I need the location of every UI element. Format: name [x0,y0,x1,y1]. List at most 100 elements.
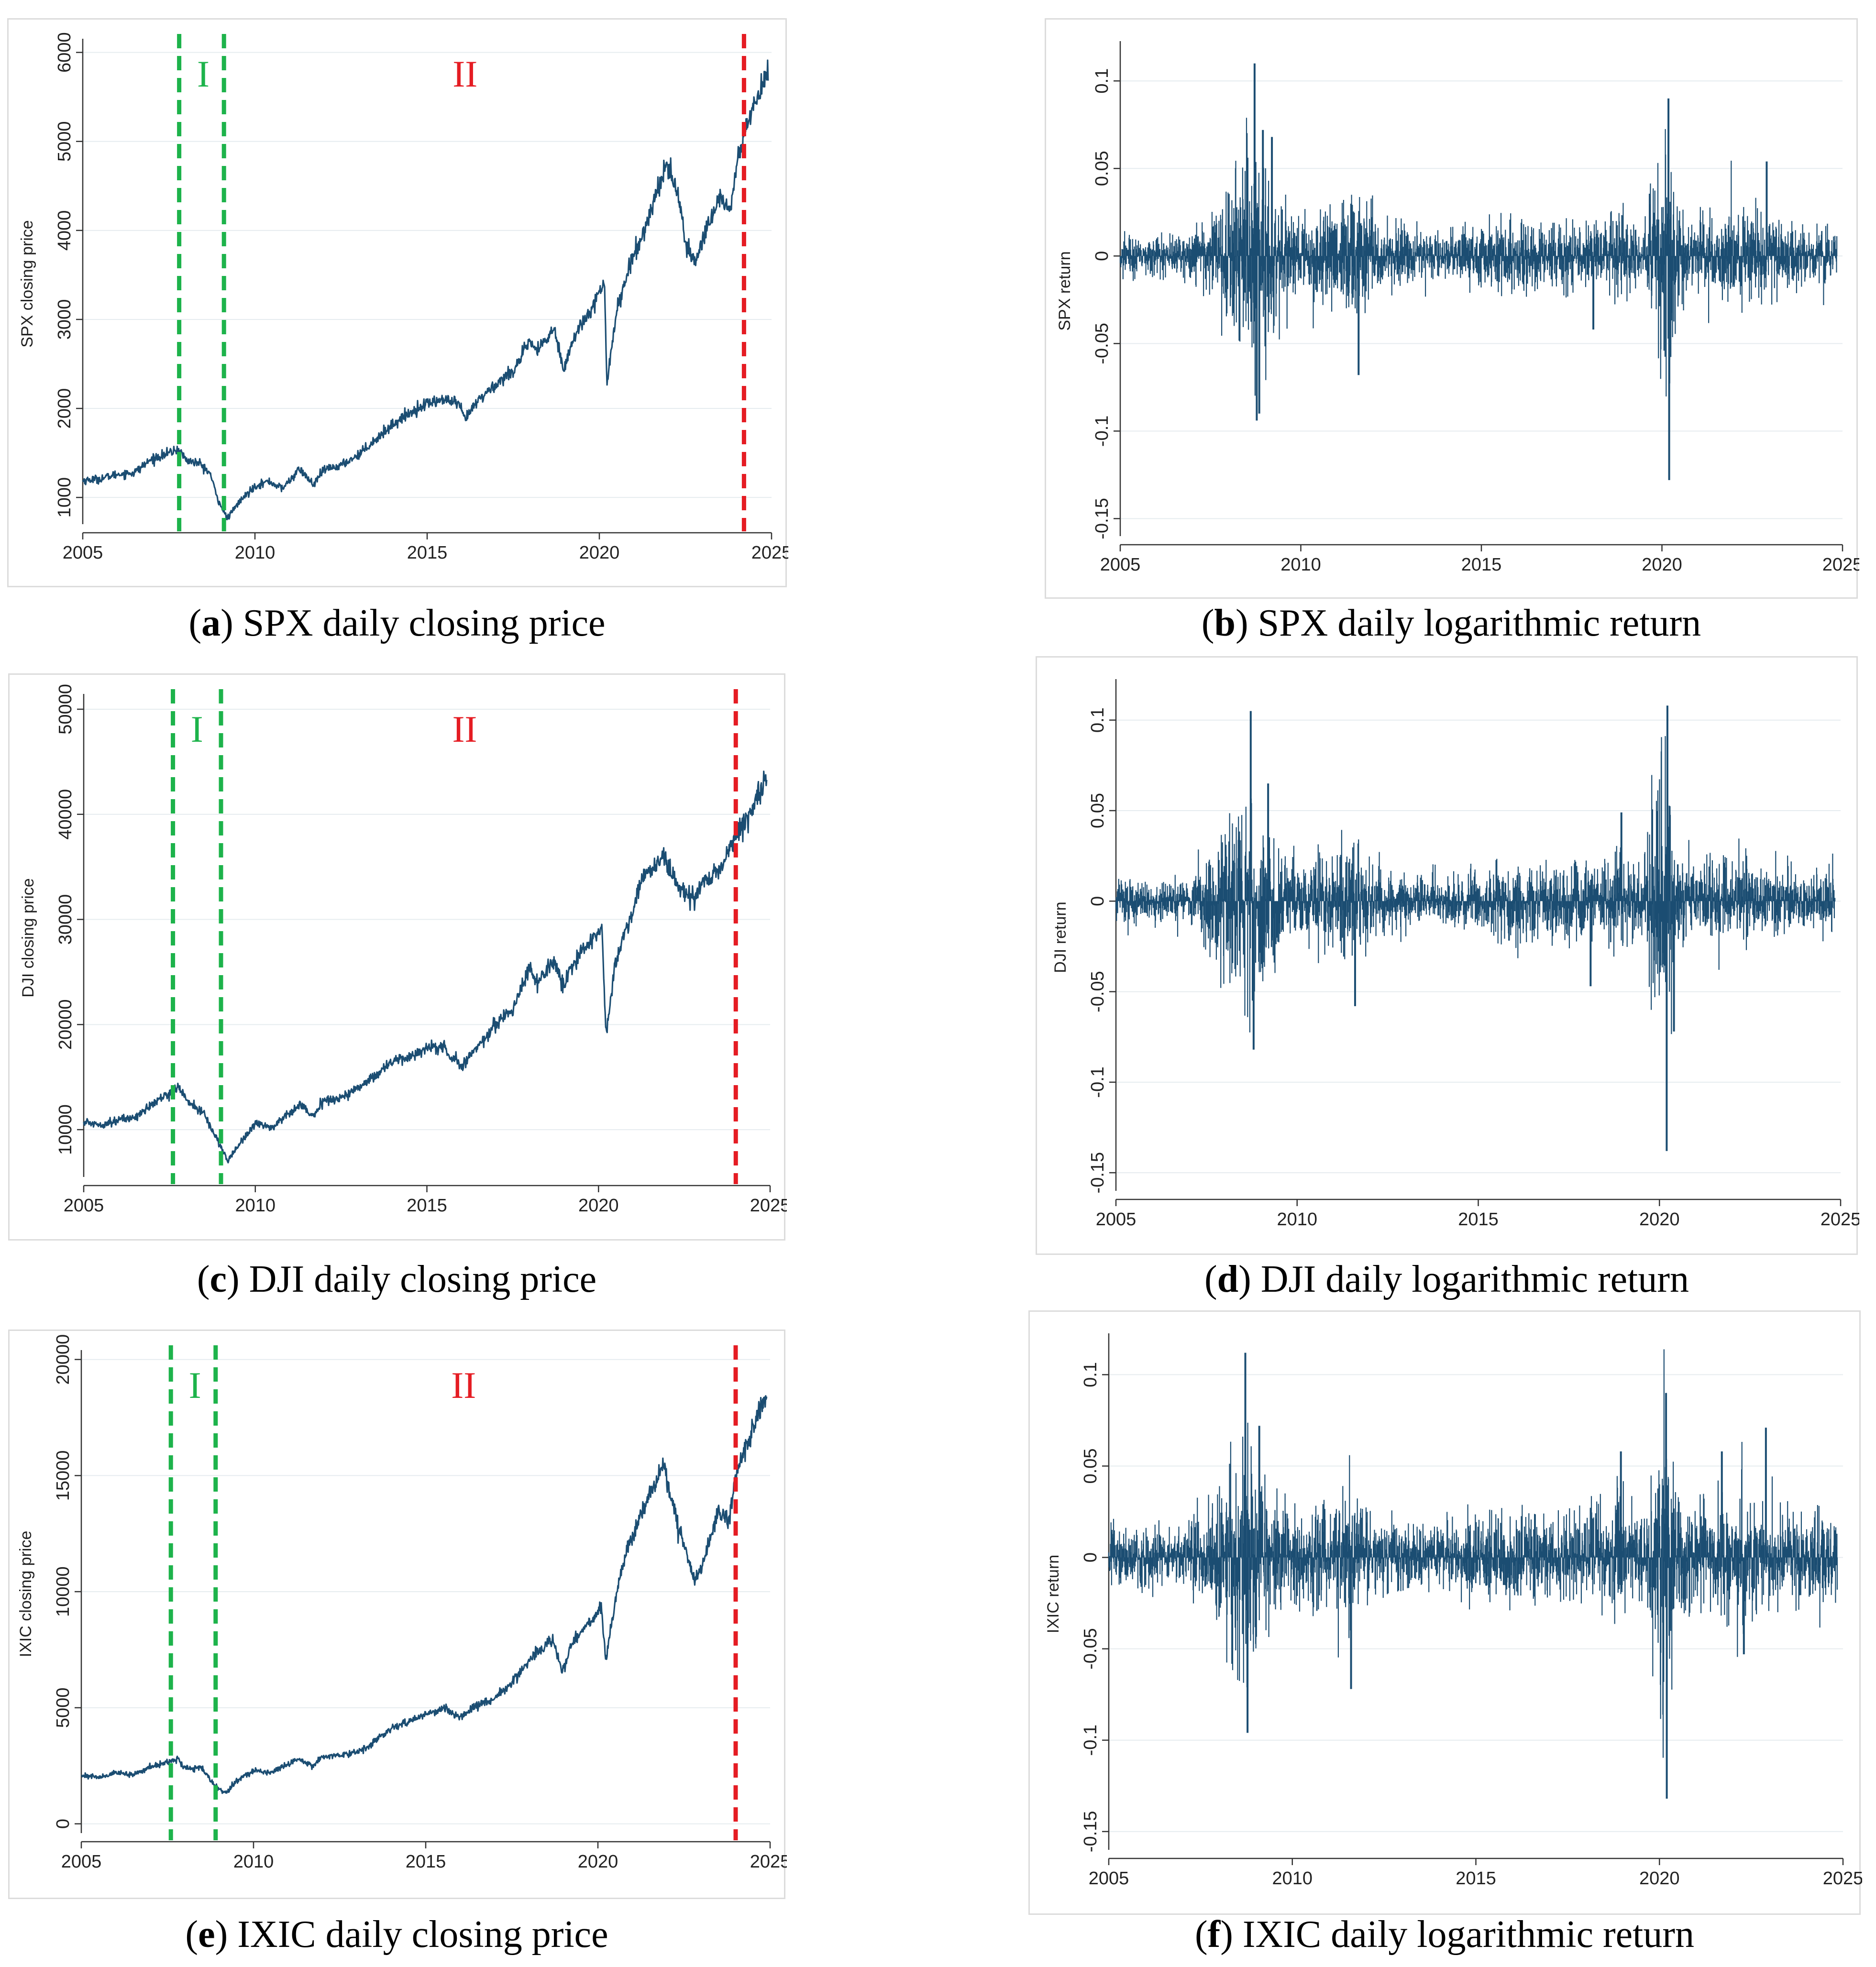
x-tick-label: 2025 [1821,1209,1859,1230]
y-tick-label: -0.1 [1092,416,1112,447]
y-tick-label: 15000 [53,1451,73,1501]
y-axis-title: DJI return [1051,901,1070,973]
y-tick-label: -0.05 [1081,1628,1101,1670]
caption-a: (a) SPX daily closing price [188,602,606,644]
x-tick-label: 2015 [1456,1868,1496,1889]
y-tick-label: 20000 [55,999,76,1050]
caption-text: SPX daily closing price [233,602,606,644]
caption-letter: a [201,602,221,644]
x-tick-label: 2025 [750,1852,787,1872]
x-tick-label: 2020 [579,543,620,563]
caption-text: IXIC daily closing price [228,1913,608,1956]
chart-e: 2005 2010 2015 2020 2025 0 5000 10000 15000 20000… [17,1334,787,1872]
y-axis-title: SPX return [1056,251,1074,330]
chart-f: 2005 2010 2015 2020 2025 -0.15 -0.1 -0.05 0 0.05 0… [1044,1333,1862,1889]
x-tick-label: 2015 [407,543,448,563]
caption-b: (b) SPX daily logarithmic return [1201,602,1701,644]
x-tick-label: 2010 [233,1852,274,1872]
return-series-sticks [1115,736,1836,1034]
x-tick-label: 2015 [1461,555,1502,575]
y-tick-label: -0.05 [1088,971,1108,1012]
phase-label: I [191,708,203,750]
y-tick-label: 0.1 [1092,68,1112,94]
y-tick-label: 30000 [55,894,76,945]
phase-label: I [189,1364,201,1406]
caption-letter: f [1207,1913,1221,1956]
y-tick-label: 0.05 [1081,1449,1101,1484]
x-tick-label: 2005 [63,543,103,563]
y-tick-label: 5000 [53,1688,73,1728]
y-tick-label: 40000 [55,789,76,840]
y-tick-label: 20000 [53,1334,73,1385]
y-tick-label: 0.05 [1088,793,1108,828]
y-tick-label: 1000 [55,477,75,518]
y-tick-label: 5000 [55,121,75,162]
x-tick-label: 2005 [1096,1209,1137,1230]
x-tick-label: 2015 [407,1196,447,1216]
y-tick-label: 0 [1088,896,1108,906]
x-tick-label: 2015 [406,1852,446,1872]
y-tick-label: -0.1 [1088,1066,1108,1098]
panel-d: 2005 2010 2015 2020 2025 -0.15 -0.1 -0.05 0 0.05 0… [1036,656,1859,1255]
y-tick-label: 0 [1092,251,1112,261]
panel-c: 2005 2010 2015 2020 2025 10000 20000 30000 40000… [8,673,787,1241]
caption-letter: b [1214,602,1236,644]
y-tick-label: 0.1 [1081,1362,1101,1387]
y-axis-title: IXIC return [1044,1555,1062,1633]
y-tick-label: -0.1 [1081,1725,1101,1756]
phase-label: I [197,53,210,95]
y-tick-label: 0.05 [1092,151,1112,186]
phase-label: II [451,1364,476,1406]
price-series-line [82,59,769,520]
chart-a: 2005 2010 2015 2020 2025 1000 2000 3000 4000 5000… [18,32,788,563]
x-tick-label: 2015 [1458,1209,1499,1230]
y-tick-label: 10000 [53,1566,73,1617]
y-tick-label: 6000 [55,32,75,73]
x-tick-label: 2010 [1272,1868,1313,1889]
x-tick-label: 2020 [578,1852,618,1872]
y-tick-label: 4000 [55,210,75,251]
caption-c: (c) DJI daily closing price [197,1258,597,1300]
panel-a: 2005 2010 2015 2020 2025 1000 2000 3000 4000 5000… [7,18,788,587]
caption-text: DJI daily closing price [239,1258,597,1300]
panel-f: 2005 2010 2015 2020 2025 -0.15 -0.1 -0.05 0 0.05 0… [1028,1310,1862,1915]
x-tick-label: 2025 [1823,1868,1862,1889]
x-tick-label: 2005 [61,1852,102,1872]
y-tick-label: -0.15 [1081,1811,1101,1852]
panel-b: 2005 2010 2015 2020 2025 -0.15 -0.1 -0.05 0 0.05 0… [1045,18,1859,599]
y-tick-label: 0 [53,1819,73,1829]
y-tick-label: -0.15 [1092,498,1112,539]
y-axis-title: IXIC closing price [17,1531,35,1658]
x-tick-label: 2020 [1639,1868,1680,1889]
chart-b: 2005 2010 2015 2020 2025 -0.15 -0.1 -0.05 0 0.05 0… [1056,41,1859,575]
y-tick-label: 0 [1081,1552,1101,1562]
caption-text: IXIC daily logarithmic return [1233,1913,1695,1956]
y-tick-label: 50000 [55,684,76,735]
panel-e: 2005 2010 2015 2020 2025 0 5000 10000 15000 20000… [8,1330,787,1899]
x-tick-label: 2020 [578,1196,619,1216]
caption-f: (f) IXIC daily logarithmic return [1194,1913,1695,1956]
caption-text: SPX daily logarithmic return [1248,602,1701,644]
y-axis-title: DJI closing price [19,878,37,997]
caption-d: (d) DJI daily logarithmic return [1204,1258,1689,1300]
x-tick-label: 2020 [1639,1209,1680,1230]
y-tick-label: -0.15 [1088,1152,1108,1194]
caption-letter: c [210,1258,227,1300]
y-tick-label: 0.1 [1088,707,1108,733]
y-axis-title: SPX closing price [18,220,36,347]
return-series-sticks [1108,1349,1838,1758]
phase-label: II [452,708,477,750]
x-tick-label: 2005 [1100,555,1141,575]
x-tick-label: 2025 [750,1196,787,1216]
caption-letter: e [198,1913,215,1956]
y-tick-label: 10000 [55,1104,76,1155]
y-tick-label: -0.05 [1092,323,1112,364]
x-tick-label: 2010 [235,543,276,563]
y-tick-label: 2000 [55,388,75,429]
x-tick-label: 2020 [1642,555,1682,575]
x-tick-label: 2010 [1277,1209,1317,1230]
y-tick-label: 3000 [55,299,75,340]
phase-label: II [452,53,477,95]
caption-text: DJI daily logarithmic return [1251,1258,1689,1300]
caption-e: (e) IXIC daily closing price [185,1913,608,1956]
